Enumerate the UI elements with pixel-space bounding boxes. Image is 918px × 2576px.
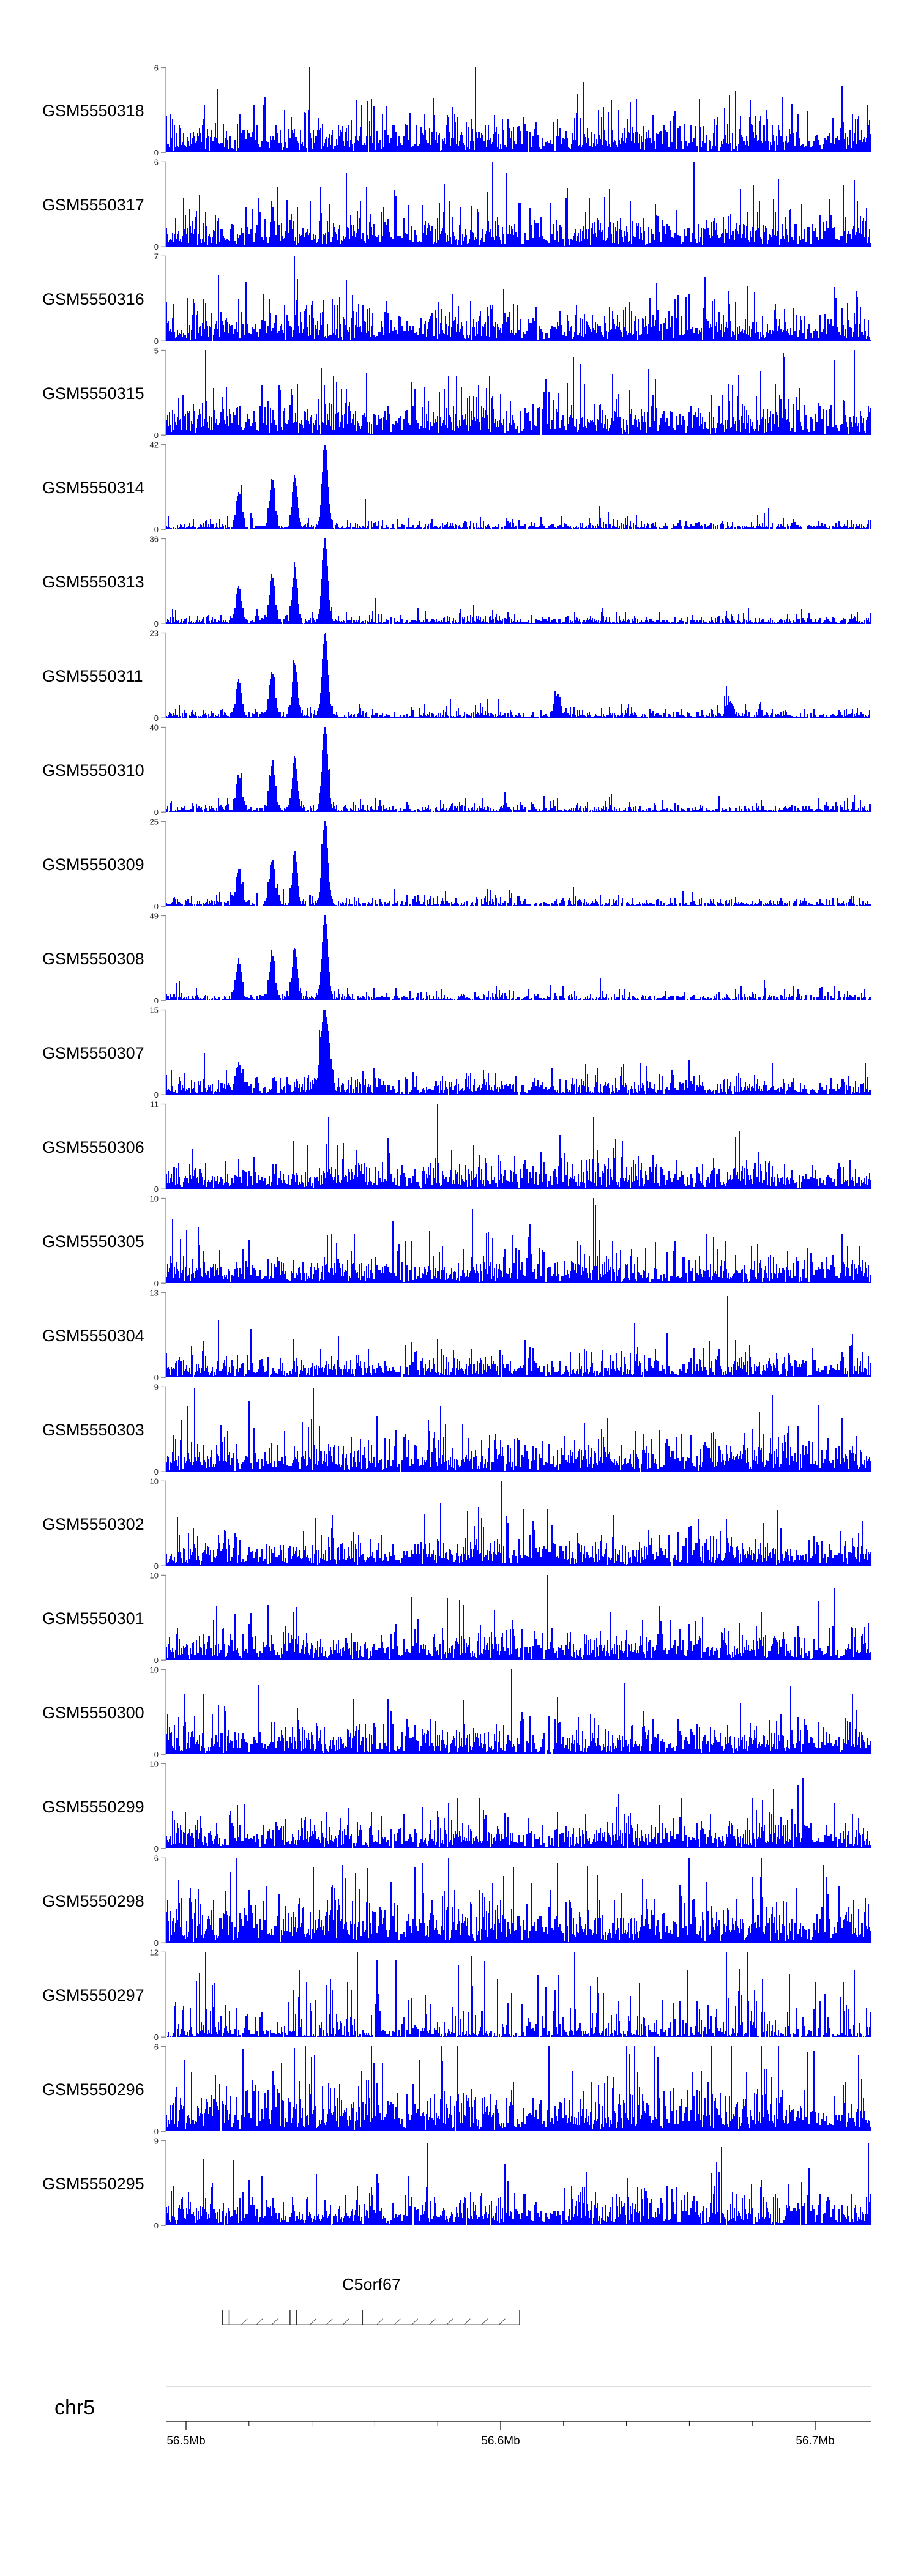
svg-text:0: 0 xyxy=(154,1938,159,1948)
svg-text:11: 11 xyxy=(151,1100,159,1109)
svg-text:GSM5550295: GSM5550295 xyxy=(42,2175,144,2193)
svg-text:0: 0 xyxy=(154,619,159,628)
svg-text:23: 23 xyxy=(150,629,159,638)
svg-text:GSM5550296: GSM5550296 xyxy=(42,2080,144,2099)
svg-text:0: 0 xyxy=(154,2033,159,2042)
svg-text:GSM5550317: GSM5550317 xyxy=(42,196,144,214)
svg-text:GSM5550310: GSM5550310 xyxy=(42,761,144,780)
svg-text:0: 0 xyxy=(154,2221,159,2230)
svg-text:9: 9 xyxy=(154,2136,159,2145)
svg-text:0: 0 xyxy=(154,902,159,911)
svg-text:0: 0 xyxy=(154,1562,159,1571)
svg-text:0: 0 xyxy=(154,713,159,723)
svg-text:10: 10 xyxy=(150,1571,159,1580)
svg-text:GSM5550311: GSM5550311 xyxy=(42,667,143,685)
svg-text:15: 15 xyxy=(150,1006,159,1015)
svg-text:6: 6 xyxy=(154,64,159,73)
svg-text:GSM5550305: GSM5550305 xyxy=(42,1232,144,1251)
svg-text:10: 10 xyxy=(150,1759,159,1768)
svg-text:0: 0 xyxy=(154,1656,159,1665)
svg-text:0: 0 xyxy=(154,1185,159,1194)
svg-text:36: 36 xyxy=(150,535,159,544)
svg-text:GSM5550303: GSM5550303 xyxy=(42,1421,144,1439)
svg-text:0: 0 xyxy=(154,242,159,251)
svg-text:0: 0 xyxy=(154,2127,159,2136)
svg-text:49: 49 xyxy=(150,912,159,921)
svg-text:0: 0 xyxy=(154,996,159,1005)
svg-text:0: 0 xyxy=(154,1467,159,1476)
svg-text:0: 0 xyxy=(154,1750,159,1759)
svg-text:0: 0 xyxy=(154,1279,159,1288)
svg-text:GSM5550316: GSM5550316 xyxy=(42,290,144,308)
svg-text:56.7Mb: 56.7Mb xyxy=(796,2435,834,2448)
svg-text:25: 25 xyxy=(150,817,159,827)
svg-text:GSM5550309: GSM5550309 xyxy=(42,855,144,874)
svg-text:GSM5550314: GSM5550314 xyxy=(42,478,144,497)
svg-text:GSM5550304: GSM5550304 xyxy=(42,1327,144,1345)
svg-text:10: 10 xyxy=(150,1194,159,1204)
svg-text:7: 7 xyxy=(154,251,159,261)
svg-text:40: 40 xyxy=(150,723,159,732)
svg-text:GSM5550299: GSM5550299 xyxy=(42,1798,144,1816)
svg-text:0: 0 xyxy=(154,1844,159,1853)
svg-text:0: 0 xyxy=(154,337,159,346)
svg-text:0: 0 xyxy=(154,808,159,817)
svg-text:GSM5550302: GSM5550302 xyxy=(42,1515,144,1533)
svg-text:GSM5550297: GSM5550297 xyxy=(42,1986,144,2005)
svg-text:56.6Mb: 56.6Mb xyxy=(481,2435,520,2448)
svg-text:12: 12 xyxy=(150,1948,159,1957)
svg-text:0: 0 xyxy=(154,1373,159,1382)
svg-text:10: 10 xyxy=(150,1476,159,1486)
svg-text:GSM5550313: GSM5550313 xyxy=(42,573,144,591)
svg-text:10: 10 xyxy=(150,1665,159,1674)
svg-text:GSM5550308: GSM5550308 xyxy=(42,950,144,968)
svg-text:GSM5550318: GSM5550318 xyxy=(42,102,144,120)
svg-text:5: 5 xyxy=(154,346,159,356)
svg-text:0: 0 xyxy=(154,148,159,157)
svg-text:42: 42 xyxy=(150,441,159,450)
svg-text:9: 9 xyxy=(154,1382,159,1391)
svg-text:6: 6 xyxy=(154,1853,159,1863)
svg-text:GSM5550315: GSM5550315 xyxy=(42,384,144,403)
svg-text:chr5: chr5 xyxy=(54,2396,95,2419)
svg-text:C5orf67: C5orf67 xyxy=(342,2276,401,2294)
svg-text:6: 6 xyxy=(154,157,159,166)
svg-text:0: 0 xyxy=(154,431,159,440)
svg-text:0: 0 xyxy=(154,525,159,534)
svg-text:6: 6 xyxy=(154,2042,159,2051)
svg-text:GSM5550300: GSM5550300 xyxy=(42,1703,144,1722)
svg-text:GSM5550301: GSM5550301 xyxy=(42,1609,144,1628)
svg-text:0: 0 xyxy=(154,1090,159,1100)
svg-text:GSM5550307: GSM5550307 xyxy=(42,1044,144,1062)
svg-text:13: 13 xyxy=(150,1288,159,1297)
svg-text:56.5Mb: 56.5Mb xyxy=(166,2435,205,2448)
svg-text:GSM5550298: GSM5550298 xyxy=(42,1892,144,1910)
svg-text:GSM5550306: GSM5550306 xyxy=(42,1138,144,1156)
